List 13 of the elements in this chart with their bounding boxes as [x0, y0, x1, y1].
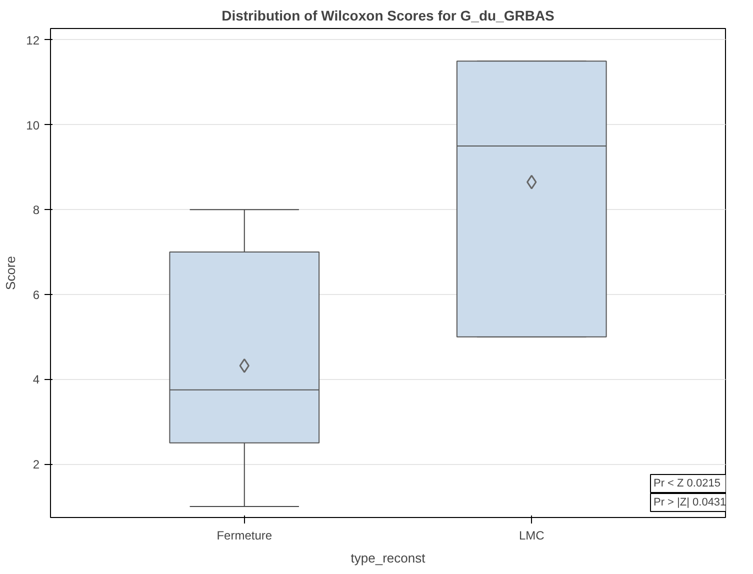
y-tick-label: 6	[32, 288, 40, 302]
annotation: Pr > |Z| 0.0431	[654, 496, 726, 508]
x-axis-title: type_reconst	[350, 550, 426, 566]
y-tick-label: 10	[26, 118, 40, 132]
x-tick-label: LMC	[518, 528, 545, 542]
x-tick-label: Fermeture	[216, 528, 272, 542]
y-tick-label: 12	[26, 33, 40, 48]
y-tick-label: 4	[32, 372, 40, 387]
annotation: Pr < Z 0.0215	[654, 478, 720, 490]
chart-title: Distribution of Wilcoxon Scores for G_du_GRBAS	[222, 8, 554, 24]
y-tick-label: 2	[32, 458, 40, 472]
y-tick-label: 8	[32, 203, 40, 218]
y-axis-title: Score	[3, 256, 18, 290]
